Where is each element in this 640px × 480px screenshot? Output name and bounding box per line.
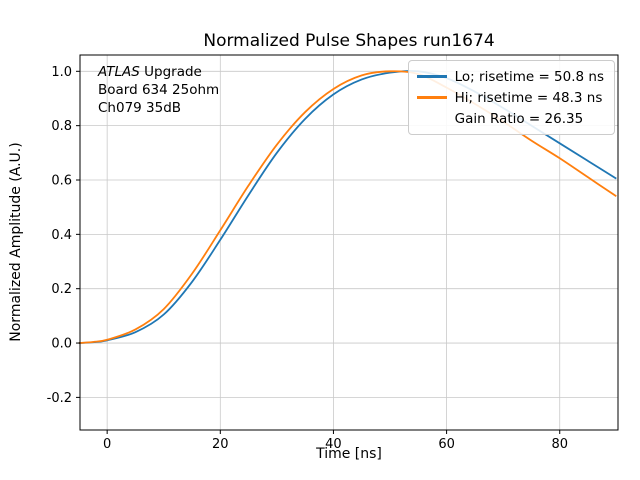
chart-title: Normalized Pulse Shapes run1674 (203, 31, 495, 51)
legend-entry-hi: Hi; risetime = 48.3 ns (416, 87, 604, 108)
x-tick-label: 20 (212, 437, 229, 452)
annotation-atlas: ATLAS (98, 64, 140, 80)
x-tick-label: 60 (438, 437, 455, 452)
legend-entry-lo: Lo; risetime = 50.8 ns (416, 66, 604, 87)
x-tick-label: 80 (551, 437, 568, 452)
legend-label-lo: Lo; risetime = 50.8 ns (454, 68, 604, 85)
legend-empty-handle (417, 117, 447, 120)
x-axis-label: Time [ns] (316, 446, 382, 462)
y-tick-label: 0.8 (51, 119, 72, 134)
legend: Lo; risetime = 50.8 ns Hi; risetime = 48… (407, 60, 615, 135)
y-tick-label: 0.0 (51, 337, 72, 352)
legend-entry-gain-ratio: Gain Ratio = 26.35 (417, 108, 604, 129)
y-tick-label: -0.2 (47, 391, 72, 406)
legend-line-lo (416, 75, 447, 78)
series-line-hi (78, 70, 617, 344)
y-tick-label: 1.0 (51, 65, 72, 80)
annotation-upgrade: Upgrade (139, 64, 202, 80)
legend-label-hi: Hi; risetime = 48.3 ns (454, 89, 603, 106)
annotation-line-2: Board 634 25ohm (98, 82, 220, 98)
plot-annotation: ATLAS Upgrade Board 634 25ohm Ch079 35dB (98, 63, 219, 117)
annotation-line-1: ATLAS Upgrade (98, 63, 219, 81)
legend-label-gain-ratio: Gain Ratio = 26.35 (454, 110, 584, 127)
y-tick-label: 0.6 (51, 174, 72, 189)
axes-frame (79, 54, 619, 431)
y-tick-label: 0.2 (51, 282, 72, 297)
annotation-line-3: Ch079 35dB (98, 100, 182, 116)
legend-line-hi (416, 96, 447, 99)
x-tick-label: 0 (103, 437, 111, 452)
y-tick-label: 0.4 (51, 228, 72, 243)
y-axis-label: Normalized Amplitude (A.U.) (8, 142, 24, 342)
x-tick-label: 40 (325, 437, 342, 452)
